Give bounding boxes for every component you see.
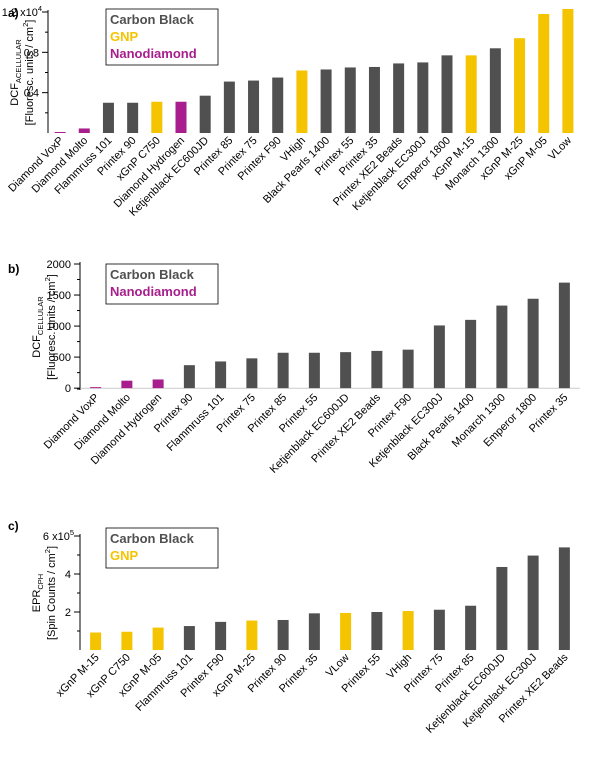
- bar-14: [496, 305, 508, 389]
- bar-17: [441, 55, 453, 133]
- bar-11: [402, 349, 414, 389]
- bar-11: [402, 611, 414, 650]
- y-axis-units: [Fluoresc. units / cm2]: [21, 20, 36, 126]
- bar-15: [527, 298, 539, 389]
- legend-entry: GNP: [110, 29, 139, 44]
- bar-22: [562, 8, 574, 134]
- legend-entry: Nanodiamond: [110, 46, 197, 61]
- x-tick-label: VLow: [546, 135, 574, 163]
- bar-6: [246, 620, 258, 650]
- bar-3: [152, 379, 164, 389]
- bar-15: [393, 63, 405, 133]
- y-tick-label: 4: [65, 569, 71, 581]
- bar-6: [175, 101, 187, 133]
- y-axis-units: [Spin Counts / cm2]: [43, 546, 58, 640]
- bar-5: [215, 361, 227, 389]
- y-tick-label: 0.4: [24, 88, 39, 100]
- bar-18: [465, 55, 477, 133]
- y-axis-multiplier: 6 x105: [43, 528, 74, 543]
- x-tick-label: VHigh: [385, 652, 415, 682]
- bar-16: [417, 62, 429, 133]
- x-tick-label: Diamond Molto: [72, 392, 133, 453]
- y-tick-label: 2: [65, 607, 71, 619]
- bar-13: [344, 67, 356, 133]
- bar-2: [121, 631, 133, 650]
- legend-entry: Carbon Black: [110, 12, 195, 27]
- bar-3: [152, 627, 164, 650]
- y-axis-title: EPRCPH: [31, 574, 45, 612]
- bar-4: [183, 365, 195, 389]
- bar-1: [90, 387, 102, 389]
- bar-3: [102, 102, 114, 133]
- bar-14: [496, 566, 508, 650]
- panel-label: a): [8, 6, 19, 20]
- bar-21: [538, 14, 550, 134]
- bar-12: [320, 69, 332, 133]
- y-tick-label: 2000: [47, 259, 71, 271]
- bar-15: [527, 555, 539, 650]
- panel-label: b): [8, 262, 19, 276]
- bar-9: [340, 612, 352, 650]
- chart-panel-2: b) 0 500 1000 1500 2000 DCFCELLULAR [Fluoresc. …: [8, 259, 580, 476]
- bar-10: [371, 350, 383, 389]
- legend-box: [105, 8, 219, 66]
- legend-entry: Carbon Black: [110, 531, 195, 546]
- bar-19: [489, 48, 501, 133]
- y-tick-label: 1000: [47, 321, 71, 333]
- y-axis-multiplier: 1.2 x104: [2, 4, 42, 19]
- bar-7: [277, 619, 289, 650]
- bar-20: [514, 38, 526, 133]
- y-tick-label: 1500: [47, 290, 71, 302]
- legend-entry: GNP: [110, 548, 139, 563]
- legend-box: [105, 527, 219, 569]
- bar-5: [151, 101, 163, 133]
- y-tick-label: 0: [65, 383, 71, 395]
- bar-1: [90, 632, 102, 650]
- bar-2: [78, 128, 90, 133]
- x-tick-label: Diamond VoxP: [42, 392, 102, 452]
- y-tick-label: 0.8: [24, 47, 39, 59]
- chart-panel-1: a) 0.4 0.8 1.2 x104 DCFACELLULAR [Fluoresc. u…: [2, 4, 574, 219]
- bar-7: [199, 95, 211, 133]
- bar-1: [54, 132, 66, 133]
- bar-7: [277, 352, 289, 389]
- y-axis-units: [Fluoresc. units / cm2]: [43, 274, 58, 380]
- bar-12: [433, 325, 445, 389]
- x-tick-label: VLow: [324, 652, 352, 680]
- bar-13: [465, 319, 477, 389]
- bar-8: [308, 352, 320, 389]
- bar-16: [558, 282, 570, 389]
- y-tick-label: 500: [53, 352, 71, 364]
- bar-5: [215, 621, 227, 650]
- bar-2: [121, 380, 133, 389]
- bar-10: [371, 612, 383, 650]
- y-axis-title: DCFACELLULAR: [9, 39, 23, 106]
- bar-11: [296, 70, 308, 133]
- bar-16: [558, 547, 570, 650]
- legend-entry: Carbon Black: [110, 267, 195, 282]
- bar-8: [308, 613, 320, 650]
- legend-entry: Nanodiamond: [110, 284, 197, 299]
- bar-4: [127, 102, 139, 133]
- panel-label: c): [8, 519, 19, 533]
- bar-6: [246, 358, 258, 389]
- bar-12: [433, 609, 445, 650]
- bar-14: [368, 66, 380, 133]
- bar-8: [223, 81, 235, 133]
- bar-10: [272, 77, 284, 133]
- bar-13: [465, 605, 477, 650]
- legend-box: [105, 263, 219, 305]
- bar-9: [248, 80, 260, 133]
- bar-4: [183, 626, 195, 650]
- bar-9: [340, 352, 352, 389]
- y-axis-title: DCFCELLULAR: [31, 296, 45, 358]
